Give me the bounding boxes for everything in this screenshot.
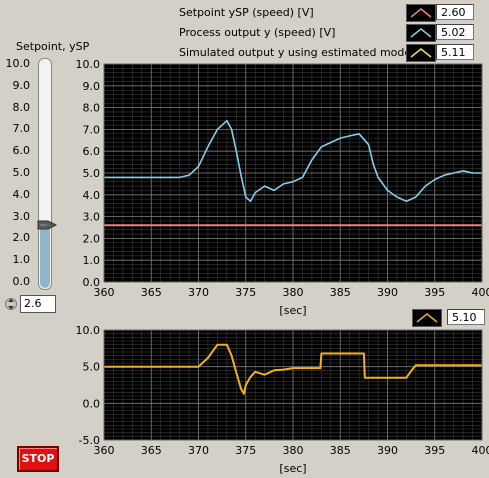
- y-tick-label: 9.0: [83, 80, 101, 93]
- legend-swatch-simulated-output[interactable]: [406, 44, 436, 62]
- y-tick-label: 1.0: [83, 254, 101, 267]
- y-tick-label: 0.0: [83, 276, 101, 289]
- y-tick-label: 5.0: [83, 361, 101, 374]
- setpoint-slider-fill: [40, 229, 50, 288]
- slider-tick-label: 10.0: [5, 57, 31, 70]
- x-axis-label: [sec]: [279, 462, 306, 475]
- y-tick-label: 3.0: [83, 211, 101, 224]
- x-tick-label: 365: [141, 286, 162, 299]
- y-tick-label: 10.0: [76, 324, 101, 337]
- series-line: [104, 343, 482, 395]
- y-tick-label: 10.0: [76, 58, 101, 71]
- x-tick-label: 380: [283, 286, 304, 299]
- y-tick-label: 6.0: [83, 145, 101, 158]
- plot-frame: [103, 329, 483, 441]
- slider-tick-label: 0.0: [12, 275, 31, 288]
- slider-tick-label: 3.0: [12, 209, 31, 223]
- x-tick-label: 375: [235, 444, 256, 457]
- setpoint-slider-track[interactable]: [38, 58, 52, 290]
- x-tick-label: 395: [424, 286, 445, 299]
- x-tick-label: 400: [472, 444, 489, 457]
- slider-tick-label: 6.0: [12, 144, 31, 158]
- slider-tick-label: 8.0: [12, 100, 31, 114]
- legend-value-u: 5.10: [447, 309, 485, 325]
- legend-value-setpoint: 2.60: [436, 4, 474, 20]
- numeric-increment-decrement[interactable]: [5, 295, 17, 313]
- x-tick-label: 395: [424, 444, 445, 457]
- y-tick-label: 8.0: [83, 102, 101, 115]
- slider-title: Setpoint, ySP: [16, 40, 90, 53]
- slider-tick-label: 9.0: [12, 78, 31, 92]
- legend-swatch-process-output[interactable]: [406, 24, 436, 42]
- x-tick-label: 375: [235, 286, 256, 299]
- x-tick-label: 370: [188, 286, 209, 299]
- x-tick-label: 385: [330, 444, 351, 457]
- legend-swatch-u[interactable]: [412, 309, 442, 327]
- y-tick-label: 4.0: [83, 189, 101, 202]
- y-tick-label: 2.0: [83, 232, 101, 245]
- legend-label-simulated-output: Simulated output y using estimated model…: [179, 46, 434, 59]
- legend-value-simulated-output: 5.11: [436, 44, 474, 60]
- legend-swatch-setpoint[interactable]: [406, 4, 436, 22]
- x-tick-label: 365: [141, 444, 162, 457]
- x-tick-label: 390: [377, 444, 398, 457]
- x-tick-label: 370: [188, 444, 209, 457]
- stop-button[interactable]: STOP: [17, 446, 59, 472]
- setpoint-slider-thumb[interactable]: [36, 219, 58, 231]
- x-tick-label: 390: [377, 286, 398, 299]
- x-tick-label: 400: [472, 286, 489, 299]
- y-tick-label: 7.0: [83, 123, 101, 136]
- slider-tick-label: 7.0: [12, 122, 31, 136]
- y-tick-label: 5.0: [83, 167, 101, 180]
- plot-frame: [103, 63, 483, 283]
- x-tick-label: 385: [330, 286, 351, 299]
- legend-label-setpoint: Setpoint ySP (speed) [V]: [179, 6, 314, 19]
- series-line: [104, 119, 482, 203]
- slider-tick-label: 1.0: [12, 253, 31, 267]
- x-tick-label: 380: [283, 444, 304, 457]
- y-tick-label: -5.0: [79, 434, 100, 447]
- legend-label-process-output: Process output y (speed) [V]: [179, 26, 336, 39]
- legend-value-process-output: 5.02: [436, 24, 474, 40]
- slider-tick-label: 2.0: [12, 231, 31, 245]
- setpoint-numeric-input[interactable]: 2.6: [20, 295, 56, 313]
- slider-tick-label: 4.0: [12, 187, 31, 201]
- x-tick-label: 360: [94, 444, 115, 457]
- y-tick-label: 0.0: [83, 397, 101, 410]
- x-axis-label: [sec]: [279, 304, 306, 317]
- slider-scale: 10.0 9.0 8.0 7.0 6.0 5.0 4.0 3.0 2.0 1.0 0.0: [0, 56, 32, 292]
- slider-tick-label: 5.0: [12, 166, 31, 179]
- x-tick-label: 360: [94, 286, 115, 299]
